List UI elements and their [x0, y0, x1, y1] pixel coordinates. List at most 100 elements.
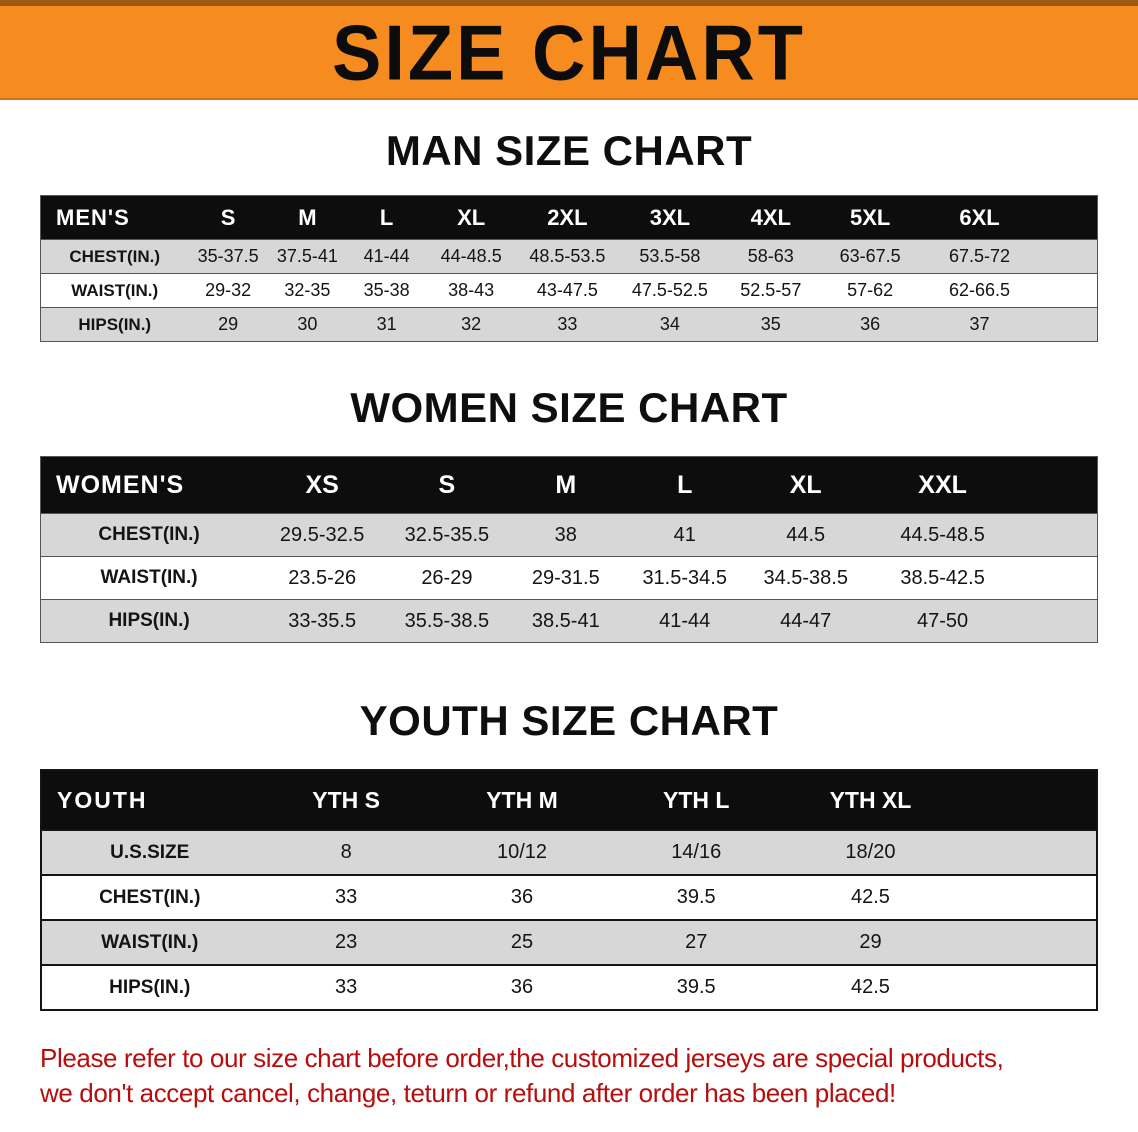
- column-header: XL: [426, 195, 517, 240]
- size-value-cell: 38-43: [448, 280, 495, 300]
- size-value-cell: 23: [335, 931, 358, 953]
- size-value-cell: 14/16: [671, 841, 722, 863]
- size-value-cell: 27: [685, 931, 708, 953]
- size-value-cell: 53.5-58: [639, 246, 701, 266]
- spacer-cell: [1018, 600, 1097, 643]
- spacer-cell: [1039, 308, 1097, 342]
- size-value-cell: 38: [554, 523, 577, 546]
- spacer-cell: [1018, 557, 1097, 600]
- size-value-cell: 67.5-72: [949, 246, 1011, 266]
- spacer-cell: [957, 770, 1097, 830]
- column-header: YTH M: [434, 770, 610, 830]
- row-label: HIPS(IN.): [108, 610, 190, 631]
- size-value-cell: 29-31.5: [531, 566, 600, 589]
- size-value-cell: 44-48.5: [440, 246, 502, 266]
- size-value-cell: 34.5-38.5: [763, 566, 848, 589]
- column-header: M: [267, 195, 347, 240]
- size-value-cell: 36: [860, 314, 881, 334]
- size-value-cell: 43-47.5: [536, 280, 598, 300]
- spacer-cell: [958, 875, 1097, 920]
- size-value-cell: 44-47: [780, 609, 832, 632]
- column-header: YTH L: [609, 770, 784, 830]
- size-value-cell: 38.5-42.5: [900, 566, 985, 589]
- men-table-title: MEN'S: [40, 195, 189, 240]
- size-value-cell: 25: [510, 931, 534, 953]
- spacer-cell: [1018, 456, 1098, 514]
- size-value-cell: 44.5-48.5: [900, 523, 985, 546]
- men-size-table: MEN'S S M L XL 2XL 3XL 4XL 5XL 6XL CHEST…: [40, 195, 1098, 342]
- size-value-cell: 32: [461, 314, 482, 334]
- size-value-cell: 29-32: [205, 280, 252, 300]
- youth-waist-row: WAIST(IN.) 23 25 27 29: [41, 920, 1097, 965]
- women-table-title: WOMEN'S: [40, 456, 258, 514]
- size-value-cell: 37: [969, 314, 990, 334]
- size-value-cell: 32-35: [284, 280, 331, 300]
- size-value-cell: 29: [859, 931, 882, 953]
- men-waist-row: WAIST(IN.) 29-32 32-35 35-38 38-43 43-47…: [40, 274, 1098, 308]
- youth-ussize-row: U.S.SIZE 8 10/12 14/16 18/20: [41, 830, 1097, 875]
- size-value-cell: 47.5-52.5: [631, 280, 708, 300]
- size-value-cell: 35: [760, 314, 781, 334]
- size-value-cell: 31: [376, 314, 397, 334]
- women-size-table: WOMEN'S XS S M L XL XXL CHEST(IN.) 29.5-…: [40, 456, 1098, 643]
- row-label: CHEST(IN.): [69, 246, 161, 266]
- spacer-cell: [1018, 514, 1097, 557]
- column-header: YTH XL: [783, 770, 958, 830]
- spacer-cell: [1039, 274, 1097, 308]
- size-value-cell: 35-37.5: [197, 246, 259, 266]
- youth-header-row: YOUTH YTH S YTH M YTH L YTH XL: [41, 770, 1097, 830]
- size-value-cell: 26-29: [421, 566, 473, 589]
- man-section-heading: MAN SIZE CHART: [385, 127, 753, 174]
- disclaimer-line-2: we don't accept cancel, change, teturn o…: [40, 1078, 896, 1109]
- men-chest-row: CHEST(IN.) 35-37.5 37.5-41 41-44 44-48.5…: [40, 239, 1098, 274]
- column-header: 2XL: [516, 195, 619, 240]
- column-header: YTH S: [257, 770, 435, 830]
- row-label: WAIST(IN.): [100, 567, 198, 588]
- column-header: 5XL: [820, 195, 920, 240]
- row-label: U.S.SIZE: [110, 841, 190, 863]
- size-value-cell: 31.5-34.5: [642, 566, 727, 589]
- women-waist-row: WAIST(IN.) 23.5-26 26-29 29-31.5 31.5-34…: [40, 557, 1098, 600]
- spacer-cell: [1039, 195, 1098, 240]
- women-hips-row: HIPS(IN.) 33-35.5 35.5-38.5 38.5-41 41-4…: [40, 599, 1098, 643]
- size-value-cell: 23.5-26: [288, 566, 357, 589]
- spacer-cell: [958, 920, 1097, 965]
- women-chest-row: CHEST(IN.) 29.5-32.5 32.5-35.5 38 41 44.…: [40, 513, 1098, 557]
- size-value-cell: 33: [335, 976, 358, 998]
- youth-size-table: YOUTH YTH S YTH M YTH L YTH XL U.S.SIZE …: [40, 769, 1098, 1011]
- size-value-cell: 33: [335, 886, 358, 908]
- men-hips-row: HIPS(IN.) 29 30 31 32 33 34 35 36 37: [40, 307, 1098, 342]
- spacer-cell: [958, 830, 1097, 875]
- youth-hips-row: HIPS(IN.) 33 36 39.5 42.5: [41, 965, 1097, 1010]
- size-value-cell: 38.5-41: [531, 609, 600, 632]
- size-value-cell: 39.5: [676, 886, 716, 908]
- size-value-cell: 47-50: [917, 609, 969, 632]
- size-value-cell: 39.5: [676, 976, 716, 998]
- size-value-cell: 41-44: [659, 609, 711, 632]
- size-value-cell: 63-67.5: [839, 246, 901, 266]
- spacer-cell: [958, 965, 1097, 1010]
- row-label: CHEST(IN.): [99, 886, 201, 908]
- size-value-cell: 33: [557, 314, 578, 334]
- size-chart-banner: SIZE CHART: [0, 0, 1138, 100]
- row-label: WAIST(IN.): [71, 280, 159, 300]
- size-value-cell: 34: [659, 314, 680, 334]
- size-value-cell: 10/12: [496, 841, 548, 863]
- column-header: 4XL: [721, 195, 821, 240]
- row-label: CHEST(IN.): [98, 524, 200, 545]
- youth-chest-row: CHEST(IN.) 33 36 39.5 42.5: [41, 875, 1097, 920]
- row-label: HIPS(IN.): [109, 976, 191, 998]
- size-value-cell: 36: [510, 886, 534, 908]
- youth-section-heading: YOUTH SIZE CHART: [359, 697, 779, 744]
- column-header: XS: [257, 456, 388, 514]
- size-value-cell: 57-62: [847, 280, 894, 300]
- men-header-row: MEN'S S M L XL 2XL 3XL 4XL 5XL 6XL: [40, 195, 1098, 240]
- size-value-cell: 8: [340, 841, 352, 863]
- column-header: M: [506, 456, 625, 514]
- size-value-cell: 42.5: [850, 886, 890, 908]
- women-header-row: WOMEN'S XS S M L XL XXL: [40, 456, 1098, 514]
- column-header: XXL: [867, 456, 1019, 514]
- size-value-cell: 52.5-57: [740, 280, 802, 300]
- size-value-cell: 62-66.5: [949, 280, 1011, 300]
- banner-title: SIZE CHART: [332, 8, 806, 96]
